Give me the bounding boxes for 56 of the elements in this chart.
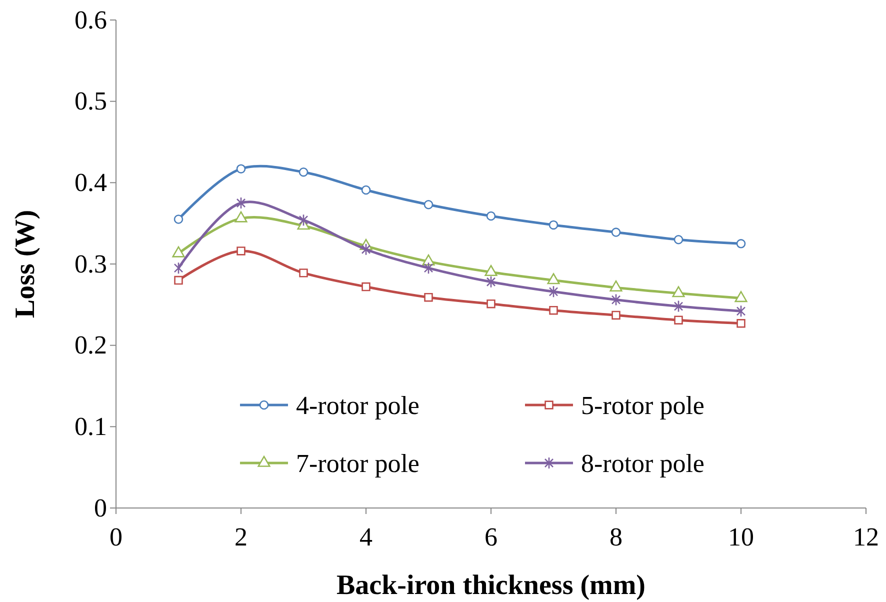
point <box>361 243 371 256</box>
point <box>611 294 621 306</box>
legend-label: 7-rotor pole <box>296 449 420 478</box>
point <box>736 239 746 248</box>
point <box>236 196 246 210</box>
point <box>736 319 746 328</box>
point <box>672 286 685 298</box>
point <box>424 262 434 274</box>
y-tick-label: 0.3 <box>74 249 107 278</box>
point <box>486 276 496 288</box>
point <box>299 268 308 278</box>
point <box>236 164 246 174</box>
legend-label: 4-rotor pole <box>296 391 420 420</box>
legend-label: 8-rotor pole <box>581 449 704 478</box>
point <box>484 264 498 276</box>
x-axis-title: Back-iron thickness (mm) <box>336 570 646 601</box>
point <box>674 234 684 244</box>
point <box>548 220 558 230</box>
x-tick-label: 2 <box>234 522 248 552</box>
point <box>610 280 622 292</box>
point <box>486 211 496 221</box>
point <box>547 273 560 284</box>
point <box>174 276 183 285</box>
point <box>298 167 308 177</box>
y-tick-label: 0.4 <box>74 168 107 197</box>
point <box>424 292 433 302</box>
point <box>612 310 620 320</box>
point <box>298 214 308 226</box>
point <box>674 300 684 312</box>
y-tick-label: 0.2 <box>74 330 107 360</box>
x-tick-label: 8 <box>610 522 622 552</box>
point <box>424 200 434 210</box>
point <box>486 299 496 308</box>
point <box>236 246 246 256</box>
point <box>549 306 558 315</box>
point <box>234 211 248 222</box>
x-tick-label: 12 <box>853 522 879 552</box>
point <box>362 282 370 292</box>
point <box>172 246 185 258</box>
point <box>611 228 621 237</box>
legend-label: 5-rotor pole <box>581 391 704 420</box>
x-tick-label: 6 <box>484 522 498 552</box>
y-tick-label: 0 <box>94 493 107 522</box>
y-tick-label: 0.1 <box>74 412 107 441</box>
x-tick-label: 4 <box>360 522 372 552</box>
point <box>734 291 748 302</box>
y-tick-label: 0.5 <box>74 86 107 116</box>
point <box>674 316 683 324</box>
y-axis-title: Loss (W) <box>10 210 41 318</box>
point <box>736 305 746 318</box>
y-tick-label: 0.6 <box>74 5 107 34</box>
point <box>548 286 558 298</box>
point <box>174 262 184 274</box>
point <box>361 185 371 195</box>
point <box>174 214 184 224</box>
x-tick-label: 10 <box>728 522 754 552</box>
